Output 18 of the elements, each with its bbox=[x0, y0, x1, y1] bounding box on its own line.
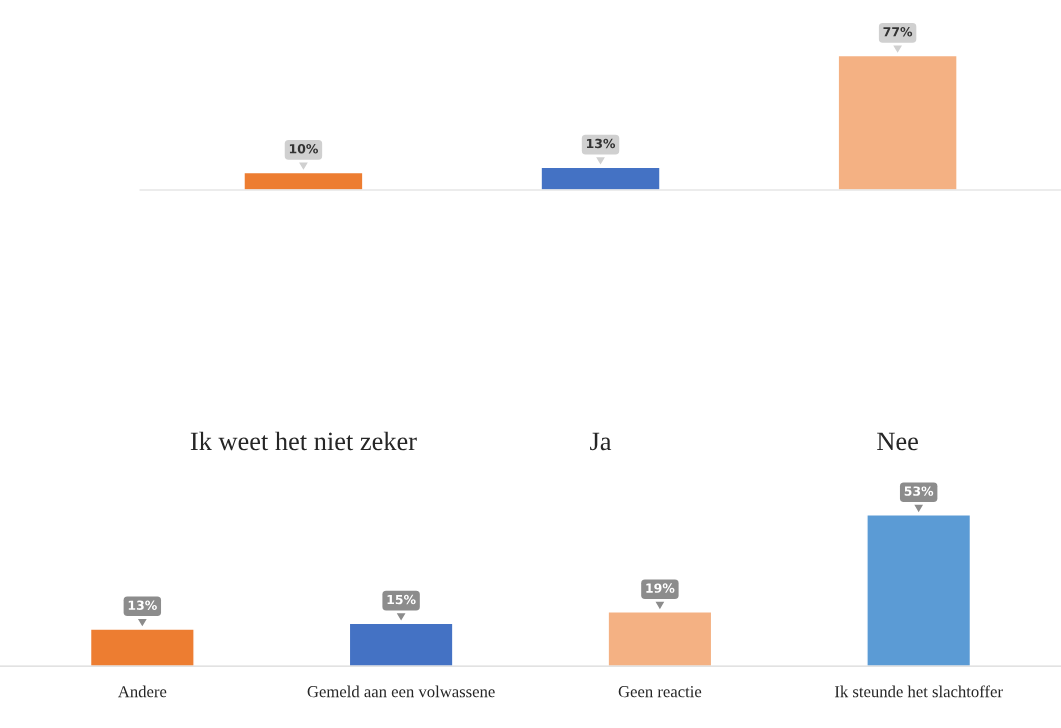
x-tick-label: Ja bbox=[590, 432, 612, 451]
x-tick-label: Andere bbox=[117, 685, 167, 698]
x-tick-label: Nee bbox=[877, 432, 918, 451]
x-tick-label: Geen reactie bbox=[618, 686, 702, 698]
data-label: 19% bbox=[646, 583, 675, 593]
data-label: 13% bbox=[586, 138, 616, 149]
bar bbox=[866, 514, 972, 667]
data-label: 53% bbox=[904, 486, 934, 496]
bar bbox=[607, 611, 713, 667]
x-tick-label: Gemeld aan een volwassene bbox=[307, 685, 495, 698]
data-label: 15% bbox=[387, 594, 416, 605]
x-tick-label: Ik steunde het slachtoffer bbox=[834, 685, 1003, 698]
data-label: 13% bbox=[128, 600, 157, 610]
x-tick-label: Ik weet het niet zeker bbox=[190, 431, 417, 451]
data-label: 77% bbox=[883, 27, 913, 37]
data-label: 10% bbox=[289, 144, 319, 154]
bar bbox=[89, 628, 195, 667]
bar bbox=[348, 622, 454, 667]
